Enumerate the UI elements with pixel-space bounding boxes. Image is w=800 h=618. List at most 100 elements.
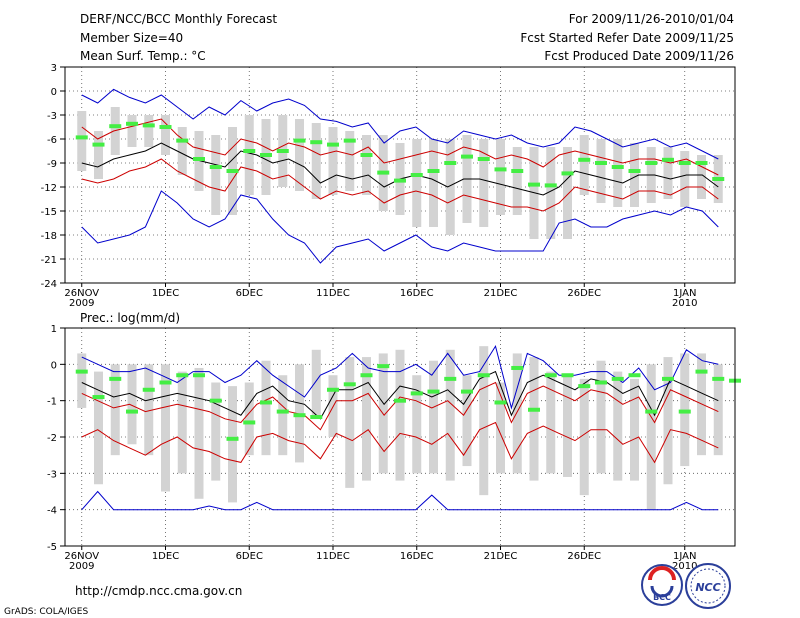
prec-box [546, 371, 556, 474]
temp-green-mark [712, 177, 725, 181]
temp-green-mark [628, 169, 641, 173]
temp-green-mark [477, 157, 490, 161]
prec-box [94, 371, 103, 485]
prec-green-mark [645, 409, 658, 414]
prec-box [77, 353, 87, 408]
prec-y-tick-label: -2 [47, 433, 57, 444]
prec-green-mark [477, 373, 490, 378]
temp-green-mark [578, 157, 591, 162]
grads-credit: GrADS: COLA/IGES [4, 607, 88, 617]
temp-green-mark [678, 161, 691, 165]
prec-box [261, 360, 271, 456]
prec-green-mark [226, 436, 239, 441]
prec-x-tick-year: 2009 [69, 561, 94, 572]
prec-green-mark [276, 409, 289, 414]
temp-box [412, 139, 422, 227]
temp-y-tick-label: -18 [41, 231, 57, 242]
prec-box [244, 382, 254, 456]
prec-green-mark [410, 391, 423, 396]
prec-x-tick-label: 6DEC [236, 551, 263, 562]
temp-green-mark [276, 149, 289, 153]
prec-box [161, 364, 170, 492]
prec-box [211, 382, 221, 481]
bcc-logo-text: BCC [653, 593, 671, 602]
source-url[interactable]: http://cmdp.ncc.cma.gov.cn [75, 584, 242, 598]
temp-line-p90 [81, 118, 719, 176]
prec-line-p90 [81, 370, 719, 420]
prec-box [144, 364, 154, 456]
temp-x-tick-label: 11DEC [316, 288, 350, 299]
prec-x-tick-label: 1DEC [152, 551, 179, 562]
temp-green-mark [611, 165, 624, 169]
prec-box [613, 371, 623, 481]
prec-green-mark [377, 364, 390, 369]
temp-green-mark [494, 167, 507, 172]
temp-line-max [81, 88, 719, 160]
prec-line-min [81, 490, 719, 511]
prec-box [362, 357, 371, 481]
prec-green-mark [427, 389, 440, 394]
prec-box [462, 375, 472, 467]
prec-green-mark [561, 373, 574, 378]
prec-green-mark [159, 380, 172, 385]
prec-x-tick-label: 16DEC [400, 551, 434, 562]
temp-green-mark [461, 154, 473, 159]
temp-x-tick-label: 1JAN [673, 288, 696, 299]
prec-box [646, 364, 656, 510]
temp-green-mark [243, 149, 256, 153]
prec-box [177, 371, 187, 474]
prec-green-mark [293, 413, 306, 418]
temp-green-mark [360, 153, 373, 157]
temp-green-mark [293, 138, 306, 143]
temp-box [479, 139, 489, 227]
prec-green-mark [628, 373, 641, 378]
temp-green-mark [226, 169, 239, 173]
temp-green-mark [310, 140, 323, 145]
temp-x-tick-label: 1DEC [152, 288, 179, 299]
temp-box [211, 135, 221, 215]
prec-y-tick-label: -4 [47, 506, 57, 517]
temp-box [311, 123, 321, 199]
prec-green-mark [611, 376, 624, 381]
prec-box [345, 357, 355, 488]
prec-green-mark [310, 415, 323, 420]
ncc-logo: NCC [685, 563, 731, 609]
prec-box [713, 364, 723, 456]
temp-box [613, 139, 623, 207]
temp-green-mark [528, 182, 540, 187]
temp-green-mark [193, 157, 205, 161]
fcst-started-date: Fcst Started Refer Date 2009/11/25 [520, 31, 734, 45]
prec-box [512, 353, 522, 474]
temp-green-mark [444, 161, 457, 165]
prec-y-tick-label: 0 [51, 360, 57, 371]
temp-box [144, 115, 154, 147]
prec-green-mark [578, 384, 591, 389]
prec-green-mark [461, 389, 473, 394]
prec-green-mark [75, 369, 88, 374]
temp-green-mark [260, 153, 272, 157]
temp-box [496, 139, 505, 215]
temp-x-tick-year: 2010 [672, 298, 697, 309]
prec-green-mark [394, 398, 406, 403]
prec-green-mark [712, 376, 725, 381]
prec-box [563, 375, 572, 477]
temp-variable-label: Mean Surf. Temp.: °C [80, 49, 206, 63]
prec-green-mark [595, 380, 607, 385]
prec-box [194, 367, 204, 499]
temp-green-mark [343, 138, 356, 143]
temp-box [663, 147, 673, 199]
prec-y-tick-label: 1 [51, 324, 57, 335]
prec-box [127, 364, 137, 445]
ncc-logo-text: NCC [695, 581, 720, 594]
prec-box [445, 349, 455, 481]
prec-green-mark [360, 373, 373, 378]
prec-box [395, 349, 405, 481]
prec-box [412, 375, 422, 474]
prec-y-tick-label: -1 [47, 397, 57, 408]
temp-green-mark [109, 124, 122, 129]
prec-green-mark [193, 373, 205, 378]
prec-green-mark [662, 376, 674, 381]
temp-box [77, 111, 87, 171]
prec-box [630, 378, 639, 481]
